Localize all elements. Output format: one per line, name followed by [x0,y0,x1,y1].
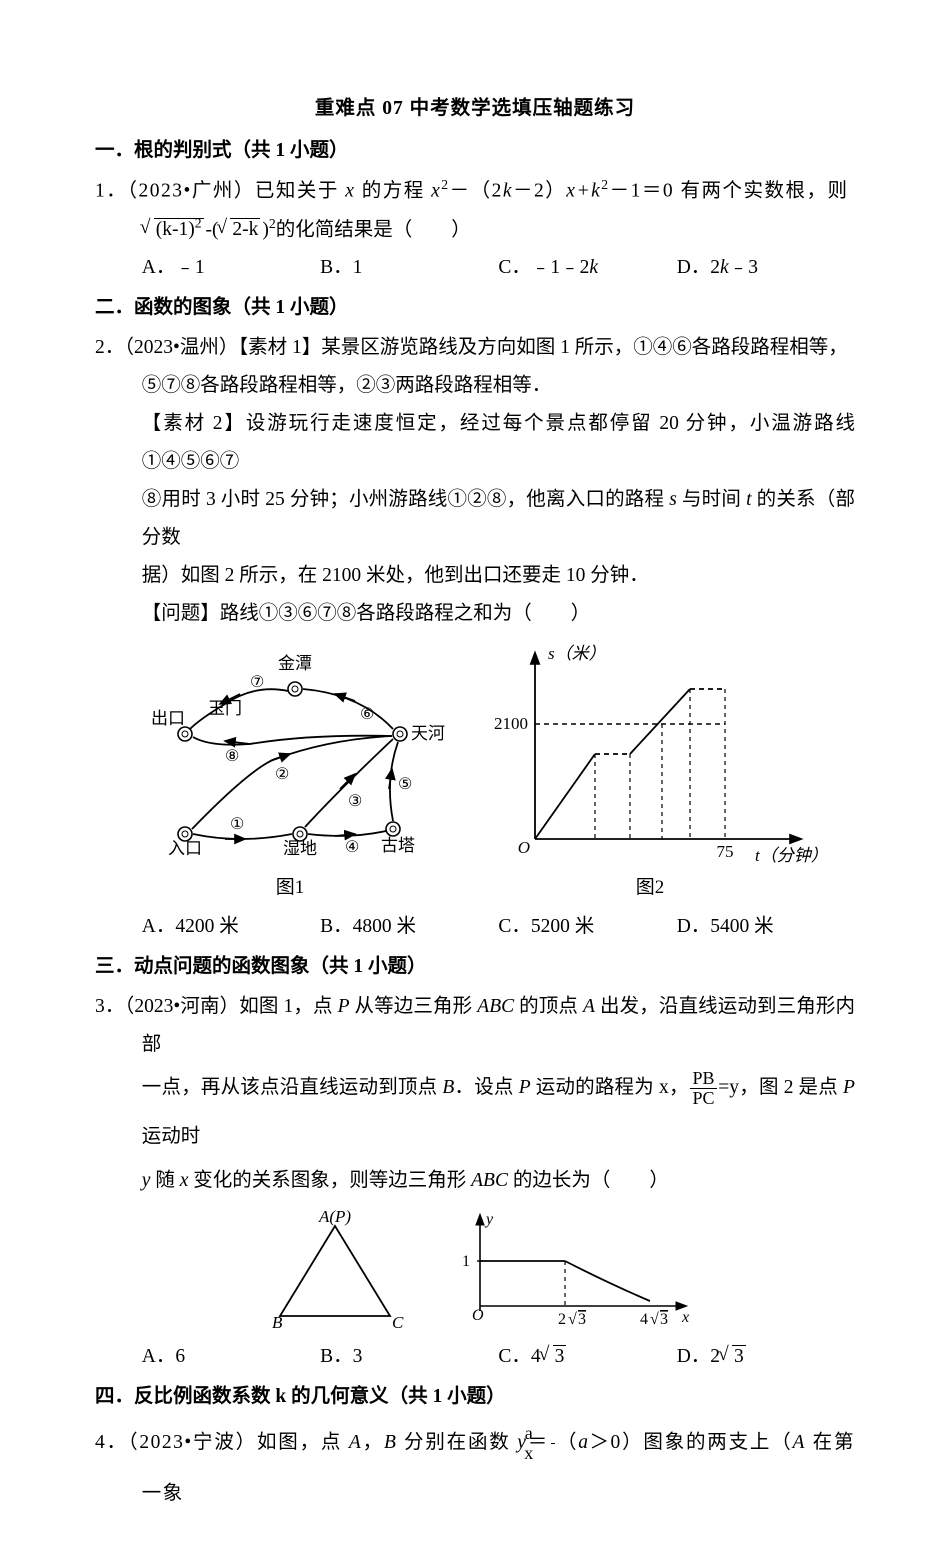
q1-optA: A．﹣1 [142,249,320,287]
svg-text:O: O [518,838,530,857]
q1-optC: C．﹣1﹣2k [498,249,676,287]
q3-figure1: A(P) B C [250,1206,420,1336]
section-3-heading: 三．动点问题的函数图象（共 1 小题） [95,948,855,986]
svg-text:C: C [392,1313,404,1332]
q2-ques: 【问题】路线①③⑥⑦⑧各路段路程之和为（ ） [95,595,855,633]
svg-text:3: 3 [660,1311,668,1328]
svg-text:⑧: ⑧ [225,748,239,765]
svg-text:3: 3 [578,1311,586,1328]
q1-eq1: x [431,181,441,202]
svg-text:④: ④ [345,839,359,856]
q2-figure2: O s（米） t（分钟） 2100 [480,639,820,906]
svg-text:金潭: 金潭 [278,654,312,673]
q2-optB: B．4800 米 [320,908,498,946]
q2-options: A．4200 米 B．4800 米 C．5200 米 D．5400 米 [95,908,855,946]
section-1-heading: 一．根的判别式（共 1 小题） [95,132,855,170]
svg-text:O: O [472,1307,484,1324]
q1-var-x: x [345,181,355,202]
q2-line2: ⑤⑦⑧各路段路程相等，②③两路段路程相等． [95,367,855,405]
q3-x-comma: x， [659,1077,689,1098]
q3-frac: PBPC [690,1069,716,1108]
q2-mat2b: ⑧用时 3 小时 25 分钟；小州游路线①②⑧，他离入口的路程 s 与时间 t … [95,481,855,557]
q1-k: k [503,181,513,202]
svg-text:天河: 天河 [411,724,445,743]
q2-mat2c: 据）如图 2 所示，在 2100 米处，他到出口还要走 10 分钟． [95,557,855,595]
q1-mid1: 的方程 [355,181,431,202]
svg-text:玉门: 玉门 [208,699,242,718]
svg-text:s（米）: s（米） [548,644,606,663]
svg-text:入口: 入口 [168,839,202,858]
question-1: 1．（2023•广州）已知关于 x 的方程 x2－（2k－2）x+k2－1＝0 … [95,172,855,287]
q2-optC: C．5200 米 [498,908,676,946]
q1-sqrt-a-sup: 2 [195,216,202,231]
question-4: 4．（2023•宁波）如图，点 A，B 分别在函数 y＝ax（a＞0）图象的两支… [95,1418,855,1519]
q1-sqrt-a-inner: (k-1) [156,219,195,240]
svg-text:③: ③ [348,793,362,810]
svg-text:⑦: ⑦ [250,674,264,691]
q2-optA: A．4200 米 [142,908,320,946]
q1-sqrt-b: 2-k [220,211,260,249]
q1-text: 1．（2023•广州）已知关于 [95,181,345,202]
q2-line1: 2．（2023•温州）【素材 1】某景区游览路线及方向如图 1 所示，①④⑥各路… [95,329,855,367]
q1-sq: 2 [441,177,449,192]
q1-sqrt-a: (k-1)2 [144,211,204,249]
page-title: 重难点 07 中考数学选填压轴题练习 [95,90,855,128]
q4-frac: ax [551,1424,555,1463]
q1-tail: 的化简结果是（ ） [276,219,471,240]
svg-text:√: √ [568,1311,577,1328]
svg-text:⑤: ⑤ [398,776,412,793]
svg-text:①: ① [230,816,244,833]
section-4-heading: 四．反比例函数系数 k 的几何意义（共 1 小题） [95,1378,855,1416]
q1-eq3: x+k [566,181,601,202]
q1-eq5: －1＝0 有两个实数根，则 [610,181,849,202]
q1-options: A．﹣1 B．1 C．﹣1﹣2k D．2k﹣3 [95,249,855,287]
q1-optD: D．2k﹣3 [677,249,855,287]
q2-optD: D．5400 米 [677,908,855,946]
svg-text:②: ② [275,766,289,783]
svg-text:t（分钟）: t（分钟） [755,846,820,865]
q2-fig2-caption: 图2 [480,869,820,906]
svg-text:4: 4 [640,1311,648,1328]
q2-mat2a: 【素材 2】设游玩行走速度恒定，经过每个景点都停留 20 分钟，小温游路线①④⑤… [95,405,855,481]
section-2-heading: 二．函数的图象（共 1 小题） [95,289,855,327]
q1-eq2: －2） [513,181,566,202]
svg-text:湿地: 湿地 [283,839,317,858]
svg-text:⑥: ⑥ [360,706,374,723]
q2-fig1-caption: 图1 [130,869,450,906]
svg-text:x: x [681,1309,689,1326]
question-2: 2．（2023•温州）【素材 1】某景区游览路线及方向如图 1 所示，①④⑥各路… [95,329,855,946]
q1-sqrt-b-inner: 2-k [230,218,260,240]
q1-eq4: 2 [601,177,609,192]
q1-minus: －（2 [450,181,503,202]
svg-text:B: B [272,1313,283,1332]
q2-figure1: 入口 湿地 古塔 天河 金潭 玉门 出口 ① ② ③ ④ ⑤ ⑥ ⑦ ⑧ [130,639,450,906]
q1-optB: B．1 [320,249,498,287]
svg-text:2: 2 [558,1311,566,1328]
svg-text:y: y [484,1211,494,1228]
svg-text:1: 1 [462,1253,470,1270]
q3-figure2: O y x 1 2 √ 3 4 √ 3 [450,1206,700,1336]
svg-text:A(P): A(P) [318,1207,351,1226]
svg-text:出口: 出口 [151,709,185,728]
svg-text:2100: 2100 [494,714,528,733]
svg-text:古塔: 古塔 [381,836,415,855]
svg-text:√: √ [650,1311,659,1328]
question-3: 3．（2023•河南）如图 1，点 P 从等边三角形 ABC 的顶点 A 出发，… [95,988,855,1376]
q1-close2: 2 [269,216,276,231]
svg-text:75: 75 [717,842,734,861]
